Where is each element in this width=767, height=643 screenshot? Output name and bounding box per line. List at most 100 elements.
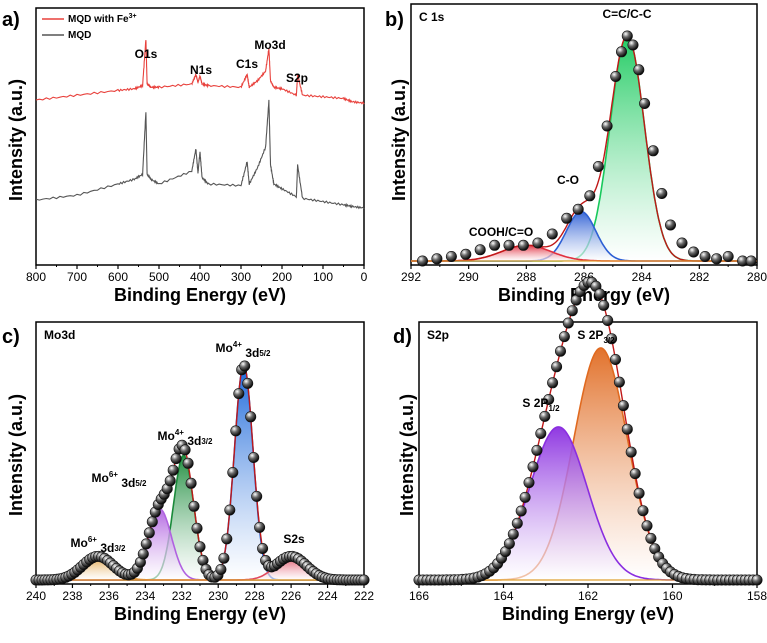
panel-label: c) — [2, 326, 20, 348]
label-base: Mo — [158, 429, 175, 443]
y-axis-label: Intensity (a.u.) — [6, 79, 26, 201]
x-tick-label: 282 — [689, 270, 709, 284]
data-point — [531, 444, 543, 456]
label-sup: 4+ — [175, 428, 184, 437]
x-tick-label: 166 — [409, 589, 429, 603]
data-point — [594, 288, 606, 300]
data-point — [239, 360, 251, 372]
peak-annotation: S 2P3/2 — [577, 328, 615, 345]
data-point — [224, 504, 236, 516]
data-point — [143, 527, 155, 539]
data-point — [445, 251, 457, 263]
x-tick-label: 234 — [135, 589, 155, 603]
label-sup: 4+ — [233, 340, 242, 349]
data-point — [170, 453, 182, 465]
x-tick-label: 284 — [632, 270, 652, 284]
data-point — [562, 317, 574, 329]
x-tick-label: 158 — [747, 589, 767, 603]
peak-annotation: Mo3d — [254, 38, 285, 52]
peak-fill-1 — [411, 211, 757, 261]
legend-label-1: MQD — [68, 30, 91, 41]
data-point — [584, 190, 596, 202]
label-sub: 1/2 — [548, 404, 560, 413]
x-tick-label: 288 — [516, 270, 536, 284]
label-sub: 5/2 — [135, 479, 147, 488]
x-tick-label: 280 — [747, 270, 767, 284]
data-point — [617, 400, 629, 412]
data-point — [188, 500, 200, 512]
data-point — [656, 188, 668, 200]
label-sub: 3/2 — [114, 544, 126, 553]
data-point — [543, 393, 555, 405]
data-point — [722, 251, 734, 263]
data-point — [245, 411, 257, 423]
data-point — [629, 468, 641, 480]
data-point — [664, 219, 676, 231]
x-axis-label: Binding Energy (eV) — [114, 285, 286, 305]
data-point — [248, 451, 260, 463]
data-point — [416, 255, 428, 267]
data-point — [561, 212, 573, 224]
data-point — [191, 522, 203, 534]
data-point — [230, 425, 242, 437]
x-tick-label: 0 — [361, 270, 368, 284]
data-point — [517, 239, 529, 251]
x-tick-label: 236 — [99, 589, 119, 603]
data-point — [358, 574, 370, 586]
peak-fill-1 — [419, 426, 757, 580]
data-point — [474, 244, 486, 256]
data-point — [598, 299, 610, 311]
label-sup: 6+ — [109, 470, 118, 479]
x-tick-label: 226 — [281, 589, 301, 603]
x-tick-label: 300 — [231, 270, 251, 284]
legend-sup: 3+ — [129, 13, 137, 20]
label-sup: 6+ — [88, 535, 97, 544]
data-point — [592, 161, 604, 173]
data-point — [535, 427, 547, 439]
x-tick-label: 500 — [149, 270, 169, 284]
label-base: S 2P — [577, 328, 603, 342]
label-sub: 5/2 — [259, 349, 271, 358]
data-point — [688, 246, 700, 258]
x-tick-label: 600 — [108, 270, 128, 284]
data-point — [221, 533, 233, 545]
panel-title: S2p — [427, 328, 449, 342]
data-point — [167, 464, 179, 476]
data-point — [519, 491, 531, 503]
peak-annotation: C=C/C-C — [602, 7, 651, 21]
data-point — [601, 120, 613, 132]
x-tick-label: 164 — [493, 589, 513, 603]
data-point — [606, 333, 618, 345]
legend-label-0: MQD with Fe3+ — [68, 13, 137, 25]
x-tick-label: 222 — [354, 589, 374, 603]
data-point — [621, 423, 633, 435]
label-main: 3d — [242, 346, 259, 360]
label-base: Mo — [92, 471, 109, 485]
x-tick-label: 292 — [401, 270, 421, 284]
panel-label: d) — [393, 326, 412, 348]
data-point — [431, 253, 443, 265]
data-point — [615, 46, 627, 58]
label-main: 3d — [184, 434, 201, 448]
series-line-1 — [35, 99, 365, 210]
data-point — [554, 345, 566, 357]
x-tick-label: 290 — [459, 270, 479, 284]
data-point — [647, 145, 659, 157]
peak-annotation: C1s — [236, 57, 258, 71]
peak-annotation: S2s — [283, 532, 305, 546]
data-point — [218, 552, 230, 564]
data-point — [185, 477, 197, 489]
data-point — [625, 446, 637, 458]
data-point — [460, 248, 472, 260]
data-point — [610, 71, 622, 83]
x-tick-label: 100 — [313, 270, 333, 284]
label-base: Mo — [216, 341, 233, 355]
peak-annotation: Mo6+ 3d5/2 — [92, 470, 147, 490]
peak-fill-1 — [36, 455, 364, 580]
x-tick-label: 228 — [245, 589, 265, 603]
label-sub: 3/2 — [201, 437, 213, 446]
data-point — [182, 457, 194, 469]
data-point — [572, 203, 584, 215]
